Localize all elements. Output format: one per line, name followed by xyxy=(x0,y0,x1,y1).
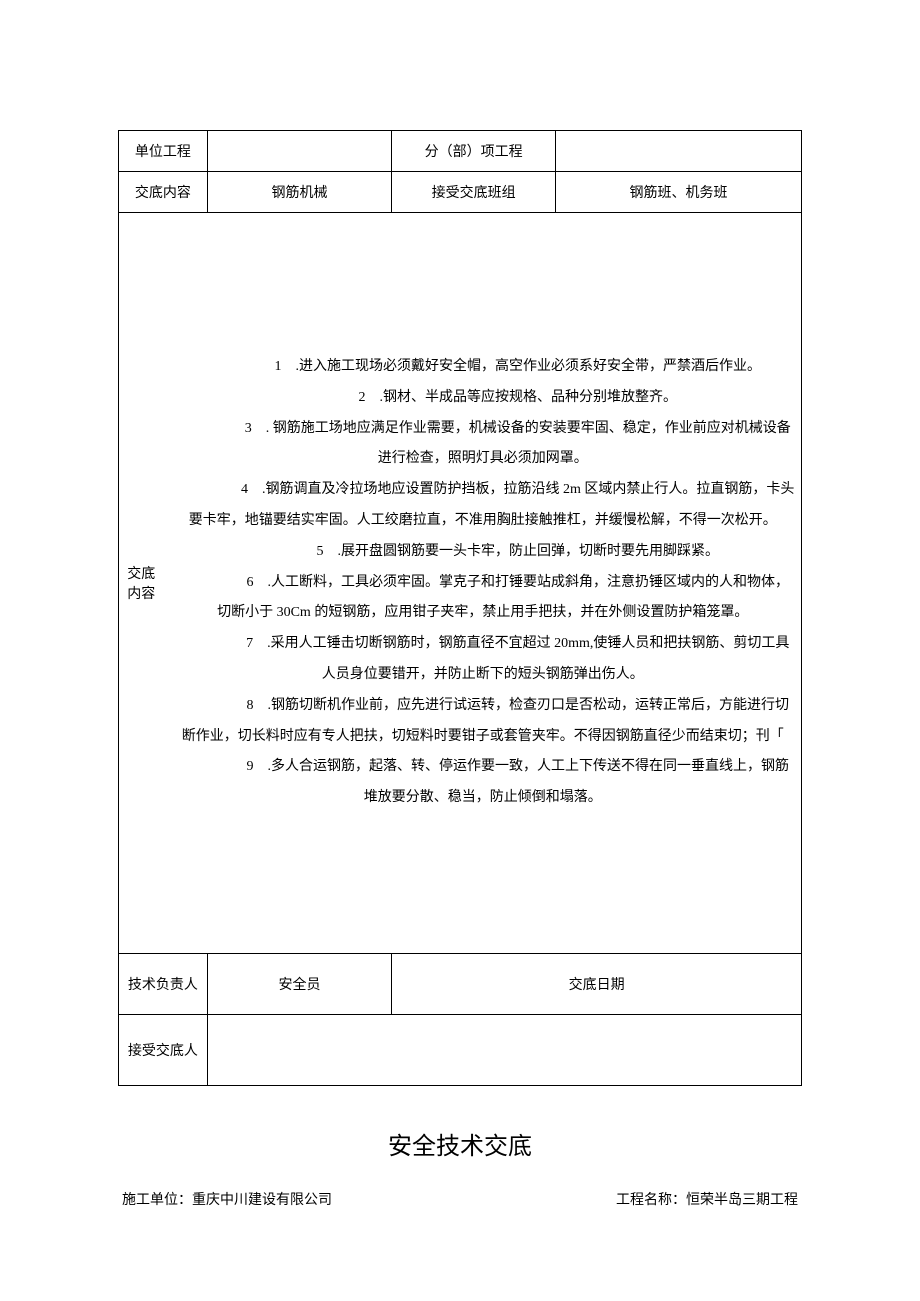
row-content: 交底内容 1 .进入施工现场必须戴好安全帽，高空作业必须系好安全带，严禁酒后作业… xyxy=(119,213,802,954)
item-number: 1 xyxy=(239,352,281,383)
item-number: 9 xyxy=(211,752,253,783)
item-text: .钢材、半成品等应按规格、品种分别堆放整齐。 xyxy=(365,390,677,405)
item-text: .采用人工锤击切断钢筋时，钢筋直径不宜超过 20mm,使锤人员和把扶钢筋、剪切工… xyxy=(253,636,789,682)
row-unit-project: 单位工程 分（部）项工程 xyxy=(119,131,802,172)
item-text: .钢筋切断机作业前，应先进行试运转，检查刃口是否松动，运转正常后，方能进行切断作… xyxy=(182,698,789,744)
value-unit-project xyxy=(207,131,391,172)
item-text: . 钢筋施工场地应满足作业需要，机械设备的安装要牢固、稳定，作业前应对机械设备进… xyxy=(252,421,791,467)
label-disclosure-content: 交底内容 xyxy=(119,172,208,213)
value-disclosure-content: 钢筋机械 xyxy=(207,172,391,213)
content-side-label-text: 交底内容 xyxy=(125,563,157,603)
item-text: .展开盘圆钢筋要一头卡牢，防止回弹，切断时要先用脚踩紧。 xyxy=(323,544,719,559)
value-sub-project xyxy=(556,131,802,172)
content-body: 1 .进入施工现场必须戴好安全帽，高空作业必须系好安全带，严禁酒后作业。2 .钢… xyxy=(164,213,801,953)
form-table: 单位工程 分（部）项工程 交底内容 钢筋机械 接受交底班组 钢筋班、机务班 交底… xyxy=(118,130,802,1086)
item-text: .人工断料，工具必须牢固。掌克子和打锤要站成斜角，注意扔锤区域内的人和物体，切断… xyxy=(217,575,789,621)
item-number: 8 xyxy=(211,691,253,722)
label-tech-leader: 技术负责人 xyxy=(119,954,208,1015)
item-text: .钢筋调直及冷拉场地应设置防护挡板，拉筋沿线 2m 区域内禁止行人。拉直钢筋，卡… xyxy=(189,482,795,528)
item-number: 6 xyxy=(211,568,253,599)
item-number: 7 xyxy=(211,629,253,660)
row-signatures: 技术负责人 安全员 交底日期 xyxy=(119,954,802,1015)
value-acceptor xyxy=(207,1015,801,1086)
label-safety-officer: 安全员 xyxy=(207,954,391,1015)
item-text: .多人合运钢筋，起落、转、停运作要一致，人工上下传送不得在同一垂直线上，钢筋堆放… xyxy=(253,759,789,805)
content-item: 3 . 钢筋施工场地应满足作业需要，机械设备的安装要牢固、稳定，作业前应对机械设… xyxy=(170,414,795,476)
row-disclosure: 交底内容 钢筋机械 接受交底班组 钢筋班、机务班 xyxy=(119,172,802,213)
value-accept-team: 钢筋班、机务班 xyxy=(556,172,802,213)
section-title: 安全技术交底 xyxy=(118,1126,802,1161)
row-acceptor: 接受交底人 xyxy=(119,1015,802,1086)
label-sub-project: 分（部）项工程 xyxy=(392,131,556,172)
label-unit-project: 单位工程 xyxy=(119,131,208,172)
item-text: .进入施工现场必须戴好安全帽，高空作业必须系好安全带，严禁酒后作业。 xyxy=(281,359,761,374)
content-item: 6 .人工断料，工具必须牢固。掌克子和打锤要站成斜角，注意扔锤区域内的人和物体，… xyxy=(170,568,795,630)
content-side-label: 交底内容 xyxy=(119,213,164,953)
item-number: 5 xyxy=(281,537,323,568)
content-item: 8 .钢筋切断机作业前，应先进行试运转，检查刃口是否松动，运转正常后，方能进行切… xyxy=(170,691,795,753)
content-item: 2 .钢材、半成品等应按规格、品种分别堆放整齐。 xyxy=(170,383,795,414)
item-number: 4 xyxy=(206,475,248,506)
construction-unit: 施工单位：重庆中川建设有限公司 xyxy=(122,1189,332,1209)
label-acceptor: 接受交底人 xyxy=(119,1015,208,1086)
label-disclosure-date: 交底日期 xyxy=(392,954,802,1015)
content-item: 5 .展开盘圆钢筋要一头卡牢，防止回弹，切断时要先用脚踩紧。 xyxy=(170,537,795,568)
item-number: 2 xyxy=(323,383,365,414)
content-item: 7 .采用人工锤击切断钢筋时，钢筋直径不宜超过 20mm,使锤人员和把扶钢筋、剪… xyxy=(170,629,795,691)
content-item: 4 .钢筋调直及冷拉场地应设置防护挡板，拉筋沿线 2m 区域内禁止行人。拉直钢筋… xyxy=(170,475,795,537)
content-item: 1 .进入施工现场必须戴好安全帽，高空作业必须系好安全带，严禁酒后作业。 xyxy=(170,352,795,383)
footer-line: 施工单位：重庆中川建设有限公司 工程名称：恒荣半岛三期工程 xyxy=(118,1189,802,1209)
item-number: 3 xyxy=(210,414,252,445)
content-item: 9 .多人合运钢筋，起落、转、停运作要一致，人工上下传送不得在同一垂直线上，钢筋… xyxy=(170,752,795,814)
label-accept-team: 接受交底班组 xyxy=(392,172,556,213)
project-name: 工程名称：恒荣半岛三期工程 xyxy=(616,1189,798,1209)
